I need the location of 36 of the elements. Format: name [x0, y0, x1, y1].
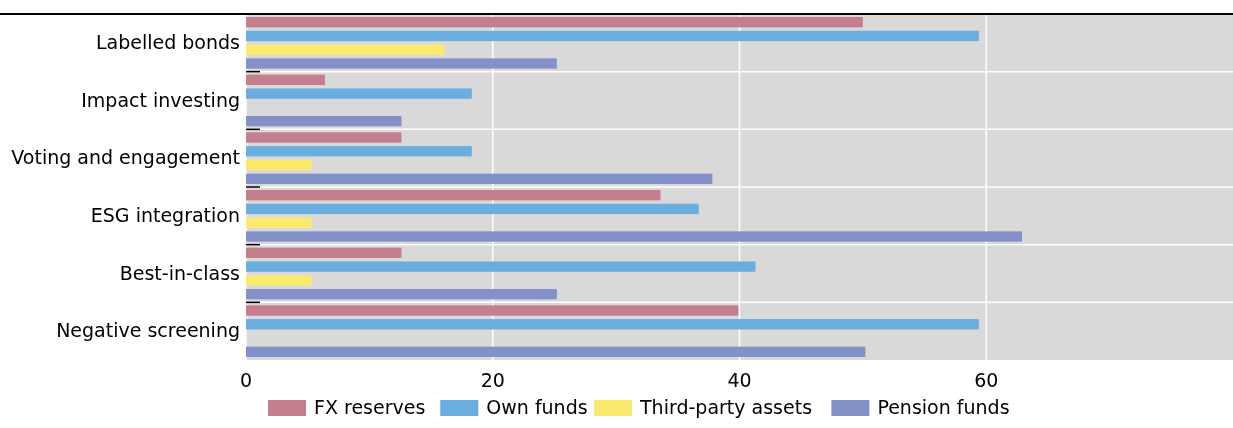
x-tick-label: 20 [480, 369, 505, 391]
bar [246, 159, 312, 171]
bar [246, 346, 866, 357]
bar [246, 217, 312, 228]
y-tick-label: Impact investing [81, 88, 240, 111]
legend-label: FX reserves [314, 396, 426, 418]
bar [246, 261, 756, 272]
bar [246, 275, 312, 286]
bar [246, 74, 325, 85]
bar [246, 58, 557, 69]
bar [246, 289, 557, 300]
bar [246, 146, 472, 157]
x-tick-label: 0 [239, 369, 253, 391]
y-tick-label: Best-in-class [119, 261, 240, 284]
bar [246, 132, 402, 143]
x-tick-label: 60 [974, 369, 999, 391]
legend-label: Pension funds [877, 396, 1010, 418]
bar [246, 17, 863, 28]
legend-label: Third-party assets [639, 396, 813, 418]
bar [246, 173, 713, 184]
y-tick-label: Voting and engagement [11, 146, 240, 169]
y-tick-label: ESG integration [90, 203, 240, 226]
bar [246, 305, 739, 316]
bar [246, 231, 1023, 242]
bar [246, 190, 661, 201]
bar [246, 30, 979, 42]
y-tick-label: Negative screening [56, 319, 240, 342]
x-tick-label: 40 [727, 369, 752, 391]
y-tick-label: Labelled bonds [95, 30, 240, 53]
bar [246, 319, 979, 330]
legend-label: Own funds [486, 396, 588, 418]
bar [246, 203, 699, 215]
bar [246, 247, 402, 258]
bar [246, 116, 402, 127]
bar [246, 88, 472, 99]
bar [246, 44, 445, 55]
